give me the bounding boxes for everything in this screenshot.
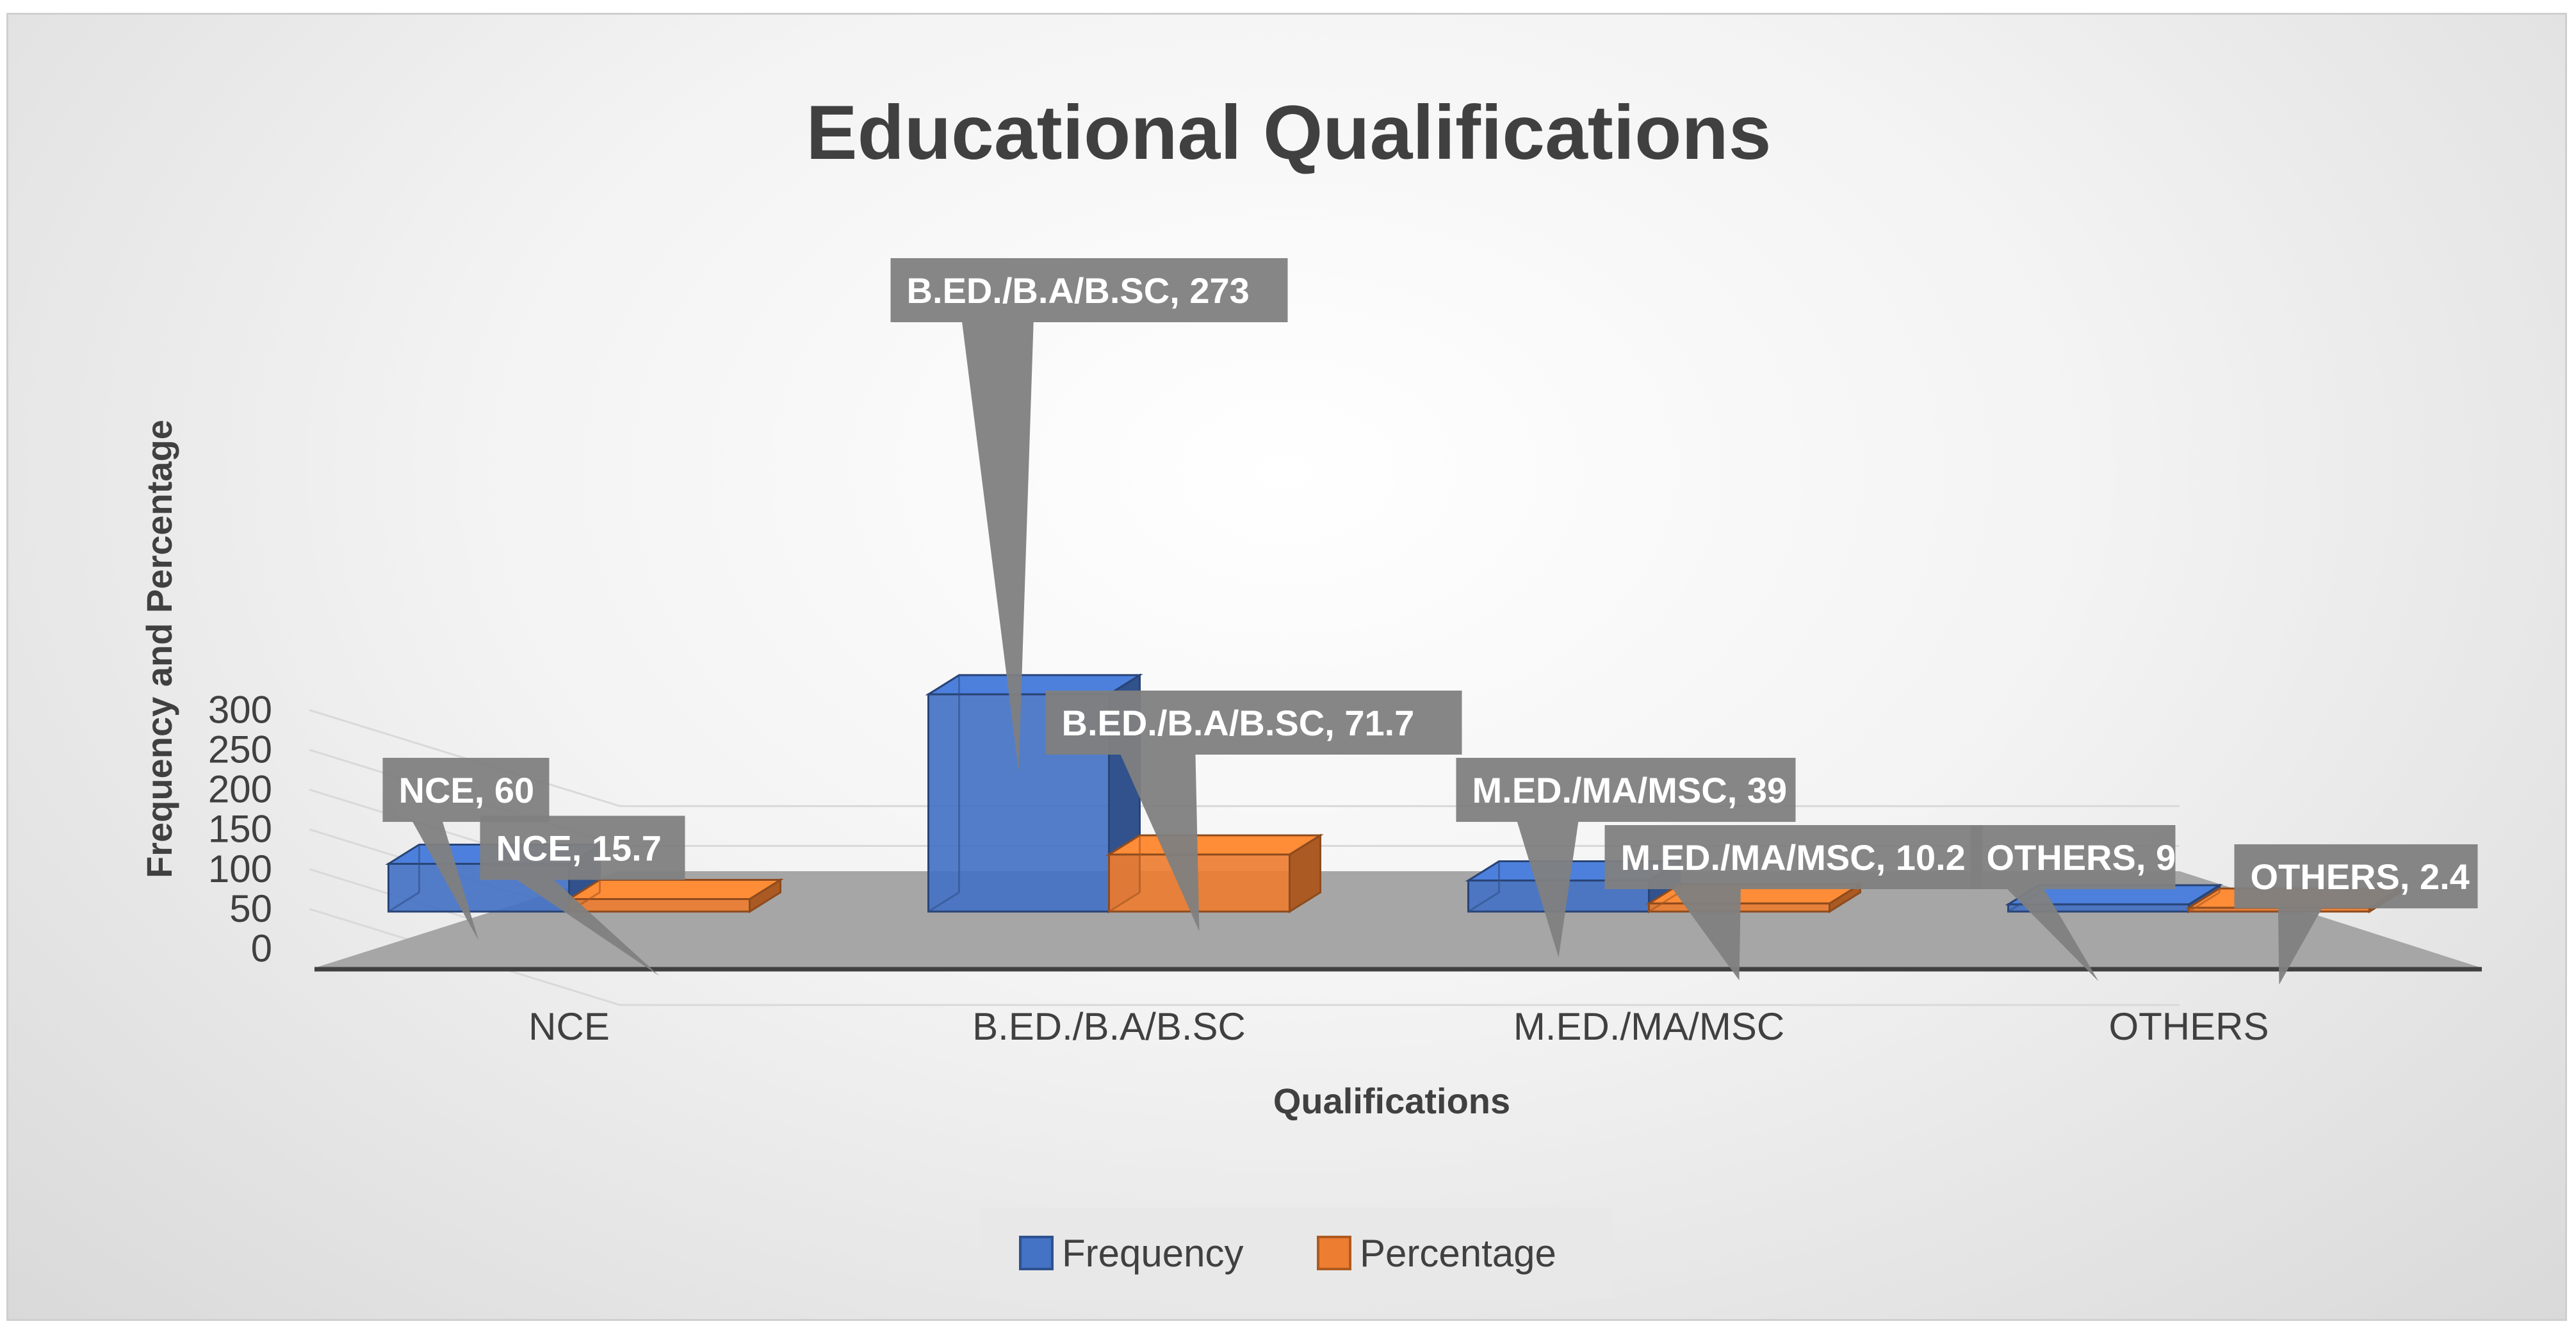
bar-percentage-b-ed-b-a-b-sc <box>1105 833 1324 913</box>
legend-swatch-frequency <box>1019 1236 1054 1270</box>
y-tick-label: 100 <box>208 848 272 890</box>
floor-plane <box>314 871 2482 968</box>
legend-background <box>981 1208 1613 1298</box>
data-label-text: B.ED./B.A/B.SC, 273 <box>907 270 1250 311</box>
x-axis-ticks: NCE B.ED./B.A/B.SC M.ED./MA/MSC OTHERS <box>528 1005 2269 1048</box>
data-label-percentage-nce: NCE, 15.7 <box>480 815 685 976</box>
bar-back-edge <box>387 891 420 913</box>
x-tick-label: OTHERS <box>2108 1005 2269 1048</box>
bar-back-edge <box>1467 891 1500 913</box>
chart-floor <box>314 871 2482 972</box>
chart-svg: Educational Qualifications 0501001502002… <box>139 90 2482 1298</box>
y-tick-label: 250 <box>208 728 272 771</box>
data-label-box <box>1456 758 1796 822</box>
bar-front-face <box>1108 853 1291 913</box>
chart-frame: Educational Qualifications 0 50 100 150 200 2… <box>6 13 2567 1321</box>
data-label-leader <box>962 322 1034 771</box>
bar-back-edge <box>927 891 960 913</box>
data-label-box <box>480 815 685 880</box>
data-label-frequency-others: OTHERS, 9 <box>1970 825 2176 981</box>
data-label-leader <box>2007 889 2099 981</box>
x-tick-label: B.ED./B.A/B.SC <box>972 1005 1246 1048</box>
data-label-box <box>890 258 1288 322</box>
data-label-box <box>382 758 550 822</box>
y-tick-label: 0 <box>251 927 272 970</box>
x-tick-label: M.ED./MA/MSC <box>1513 1005 1784 1048</box>
bar-front-face <box>568 898 751 913</box>
data-label-text: OTHERS, 2.4 <box>2251 856 2470 897</box>
legend-label-frequency: Frequency <box>1062 1232 1243 1275</box>
y-axis-title: Frequency and Percentage <box>139 420 179 878</box>
data-label-box <box>1970 825 2176 889</box>
y-tick-label: 300 <box>208 688 272 731</box>
data-label-text: OTHERS, 9 <box>1987 837 2176 878</box>
data-label-leader <box>1517 822 1579 958</box>
data-label-frequency-b-ed-b-a-b-sc: B.ED./B.A/B.SC, 273 <box>890 258 1288 771</box>
data-label-leader <box>1120 755 1200 931</box>
x-tick-label: NCE <box>528 1005 610 1048</box>
chart-title: Educational Qualifications <box>806 90 1772 176</box>
data-label-text: B.ED./B.A/B.SC, 71.7 <box>1062 703 1415 743</box>
data-label-box <box>2234 844 2478 908</box>
data-label-box <box>1604 825 1983 889</box>
bar-back-edge <box>2188 891 2221 913</box>
data-label-frequency-nce: NCE, 60 <box>382 758 550 941</box>
data-label-text: M.ED./MA/MSC, 39 <box>1472 770 1788 810</box>
data-label-leader <box>1672 889 1741 981</box>
data-label-text: M.ED./MA/MSC, 10.2 <box>1621 837 1966 878</box>
y-tick-label: 150 <box>208 808 272 851</box>
legend: Frequency Percentage <box>981 1208 1613 1298</box>
data-label-percentage-b-ed-b-a-b-sc: B.ED./B.A/B.SC, 71.7 <box>1045 691 1462 931</box>
data-label-frequency-m-ed-ma-msc: M.ED./MA/MSC, 39 <box>1456 758 1796 958</box>
y-tick-label: 200 <box>208 768 272 811</box>
data-label-leader <box>412 822 479 941</box>
x-axis-title: Qualifications <box>1273 1081 1510 1121</box>
legend-label-percentage: Percentage <box>1360 1232 1556 1275</box>
data-label-percentage-m-ed-ma-msc: M.ED./MA/MSC, 10.2 <box>1604 825 1983 981</box>
legend-swatch-percentage <box>1317 1236 1351 1270</box>
bar-percentage-nce <box>566 878 784 913</box>
data-label-leader <box>2278 908 2322 985</box>
data-label-text: NCE, 60 <box>399 770 535 810</box>
bar-back-edge <box>1108 891 1141 913</box>
data-labels-group: NCE, 60 NCE, 15.7 B.ED./B.A/B.SC, 273 B.ED.… <box>382 258 2478 985</box>
data-label-box <box>1045 691 1462 755</box>
data-label-leader <box>517 880 660 976</box>
y-tick-label: 50 <box>229 887 272 930</box>
data-label-text: NCE, 15.7 <box>496 828 662 869</box>
bar-back-edge <box>1648 891 1681 913</box>
data-label-percentage-others: OTHERS, 2.4 <box>2234 844 2478 985</box>
